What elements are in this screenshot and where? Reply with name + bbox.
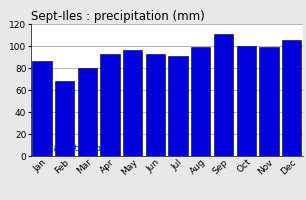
- Bar: [78, 68, 97, 156]
- Text: Sept-Iles : precipitation (mm): Sept-Iles : precipitation (mm): [31, 10, 204, 23]
- Bar: [237, 46, 256, 156]
- Bar: [146, 54, 165, 156]
- Bar: [191, 47, 211, 156]
- Bar: [169, 56, 188, 156]
- Bar: [282, 40, 301, 156]
- Bar: [123, 50, 142, 156]
- Bar: [259, 47, 278, 156]
- Bar: [214, 34, 233, 156]
- Bar: [32, 61, 52, 156]
- Text: www.allmetsat.com: www.allmetsat.com: [33, 144, 108, 153]
- Bar: [100, 54, 120, 156]
- Bar: [55, 81, 74, 156]
